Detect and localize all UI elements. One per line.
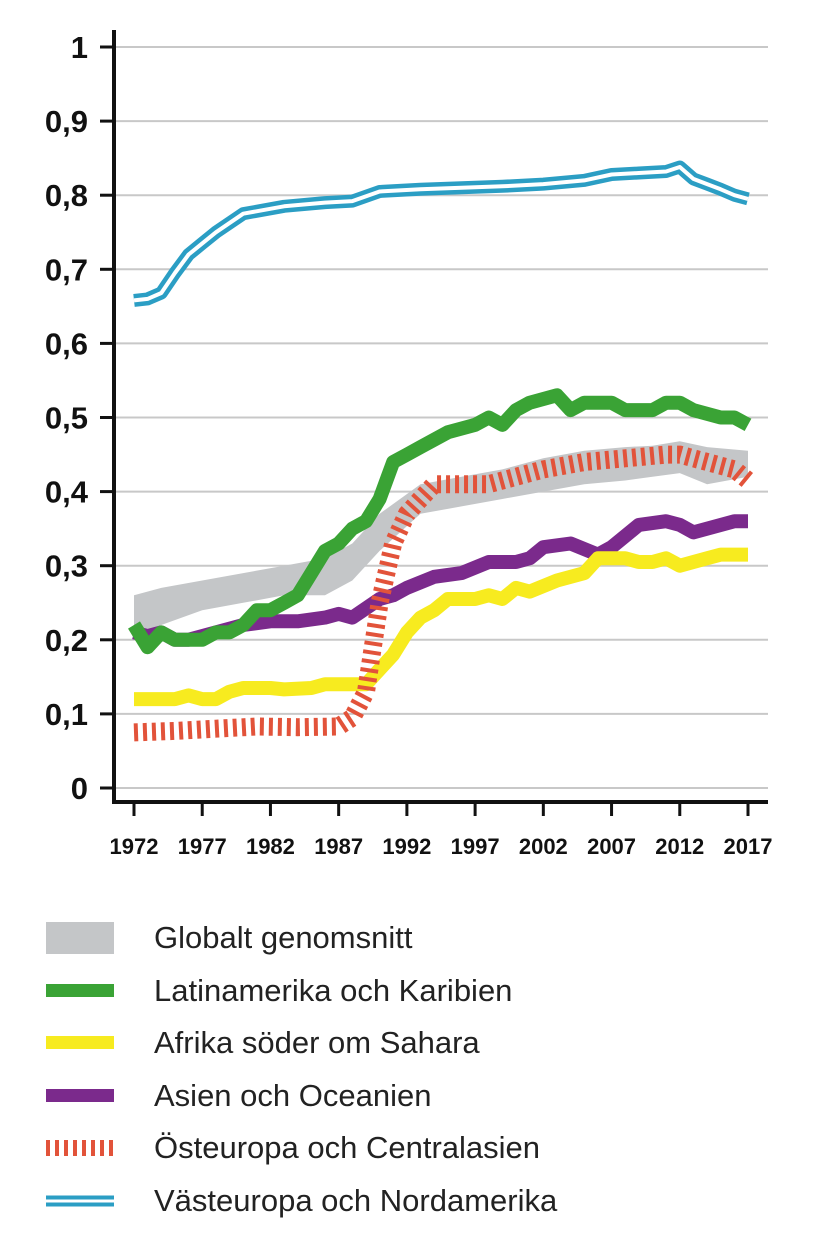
x-tick-label: 2002 [519,834,568,859]
series-line-latin [128,388,752,655]
y-tick-label: 0,2 [45,623,88,658]
series-layer [128,160,754,742]
y-tick-label: 0,5 [45,401,88,436]
x-tick-label: 1982 [246,834,295,859]
legend-item-africa: Afrika söder om Sahara [46,1017,786,1070]
y-tick-label: 0 [71,771,88,806]
series-east [133,445,754,742]
legend-item-latin: Latinamerika och Karibien [46,965,786,1018]
x-tick-label: 1977 [178,834,227,859]
x-tick-label: 1972 [110,834,159,859]
legend-swatch-asia [46,1088,114,1102]
series-band-global [134,441,748,640]
y-tick-label: 0,9 [45,104,88,139]
legend-swatch-latin [46,983,114,997]
y-tick-label: 1 [71,30,88,65]
x-tick-label: 1997 [451,834,500,859]
legend-swatch-east [46,1140,114,1157]
series-latin [128,388,752,655]
y-tick-label: 0,7 [45,252,88,287]
legend-label-africa: Afrika söder om Sahara [154,1025,480,1061]
y-tick-label: 0,1 [45,697,88,732]
y-tick-label: 0,4 [45,475,89,510]
legend-label-west: Västeuropa och Nordamerika [154,1182,558,1218]
legend-label-global: Globalt genomsnitt [154,920,413,956]
y-tick-label: 0,6 [45,326,88,361]
series-line-east [133,445,754,742]
x-tick-label: 2017 [724,834,773,859]
series-line-africa [134,547,748,707]
series-west [133,160,750,307]
legend: Globalt genomsnitt Latinamerika och Kari… [46,912,786,1227]
x-tick-label: 1992 [382,834,431,859]
legend-item-east: Östeuropa och Centralasien [46,1122,786,1175]
x-tick-label: 2012 [655,834,704,859]
legend-item-asia: Asien och Oceanien [46,1070,786,1123]
legend-label-latin: Latinamerika och Karibien [154,972,513,1008]
chart: 0 0,1 0,2 0,3 0,4 0,5 0,6 0,7 0,8 0,9 1 1972 1977 198… [45,30,773,859]
gridlines [114,46,768,789]
series-inner-west [133,165,749,303]
x-tick-label: 1987 [314,834,363,859]
legend-swatch-west [46,1195,114,1207]
legend-label-asia: Asien och Oceanien [154,1077,432,1113]
axes: 0 0,1 0,2 0,3 0,4 0,5 0,6 0,7 0,8 0,9 1 1972 1977 198… [45,30,773,859]
legend-item-global: Globalt genomsnitt [46,912,786,965]
legend-swatch-africa [46,1036,114,1050]
y-tick-label: 0,8 [45,178,88,213]
legend-item-west: Västeuropa och Nordamerika [46,1175,786,1228]
y-tick-label: 0,3 [45,549,88,584]
legend-label-east: Östeuropa och Centralasien [154,1130,541,1166]
series-africa [134,547,748,707]
legend-swatch-global [46,922,114,955]
x-tick-label: 2007 [587,834,636,859]
